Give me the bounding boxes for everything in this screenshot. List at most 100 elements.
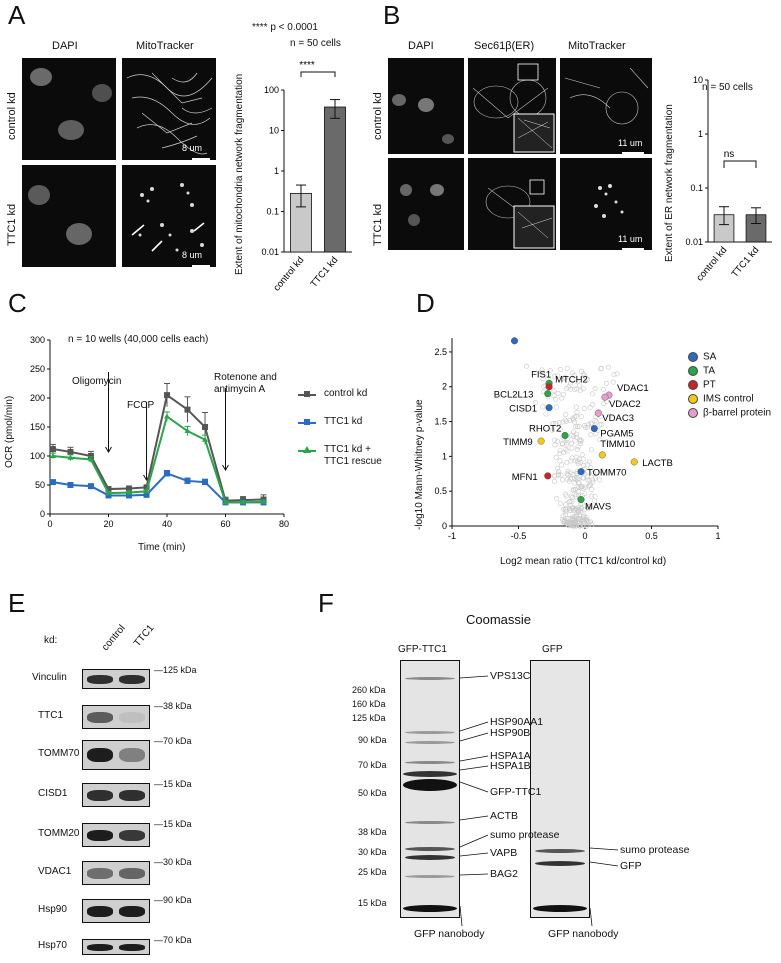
scatter-background-point — [570, 516, 576, 522]
scatter-background-point — [567, 476, 573, 482]
scatter-label-cisd1: CISD1 — [509, 404, 537, 415]
chart-c-point — [164, 413, 170, 419]
scatter-background-point — [590, 477, 596, 483]
chart-d-xtick-label: -1 — [448, 531, 456, 541]
scatter-label-timm9: TIMM9 — [503, 437, 533, 448]
blot-mw-marker: —125 kDa — [154, 665, 197, 675]
scatter-background-point — [589, 522, 595, 528]
scatter-background-point — [576, 513, 582, 519]
annotation-oligomycin: Oligomycin — [72, 376, 122, 387]
scatter-point-tomm20 — [511, 337, 519, 345]
blot-band — [119, 905, 145, 917]
panel-a-n: n = 50 cells — [290, 38, 341, 49]
chart-d-ytick-label: 1 — [442, 451, 447, 461]
chart-a-ytick-label: 0.01 — [261, 247, 279, 257]
panel-b-col-sec61: Sec61β(ER) — [474, 40, 535, 52]
scatter-point-timm10 — [598, 451, 606, 459]
scatter-background-point — [558, 472, 564, 478]
gel-ladder-label: 260 kDa — [352, 685, 386, 695]
panel-b-col-dapi: DAPI — [408, 40, 434, 52]
gel-band-label: HSP90AA1 — [490, 716, 544, 728]
scatter-background-point — [584, 424, 590, 430]
chart-c-point — [184, 406, 191, 413]
gel-arrow — [459, 755, 489, 762]
scatter-background-point — [581, 372, 587, 378]
blot-label-hsp70: Hsp70 — [38, 940, 67, 951]
annotation-rotenone: Rotenone and — [214, 372, 277, 383]
gel-ladder-label: 125 kDa — [352, 713, 386, 723]
scatter-background-point — [592, 418, 598, 424]
gel-band-label: GFP — [620, 860, 642, 872]
scatter-background-point — [555, 438, 561, 444]
chart-c-point — [143, 491, 150, 498]
panel-a-letter: A — [8, 0, 26, 30]
chart-d-xtick-label: 1 — [715, 531, 720, 541]
gel-arrow — [459, 765, 489, 771]
scatter-point-mtch2 — [545, 383, 553, 391]
scatter-background-point — [551, 393, 557, 399]
blot-label-ttc1: TTC1 — [38, 710, 63, 721]
scatter-background-point — [576, 488, 582, 494]
scatter-background-point — [557, 450, 563, 456]
scatter-label-tomm70: TOMM70 — [587, 468, 626, 479]
scalebar-b-2-label: 11 um — [618, 234, 643, 244]
annotation-fccp: FCCP — [127, 400, 155, 411]
chart-c-ytick-label: 200 — [30, 393, 45, 403]
scatter-background-point — [538, 369, 544, 375]
annotation-antimycin: antimycin A — [214, 384, 266, 395]
scatter-point-vdac2 — [601, 393, 609, 401]
scatter-background-point — [576, 383, 582, 389]
scalebar-b-1-label: 11 um — [618, 138, 643, 148]
scatter-background-point — [572, 506, 578, 512]
legend-d-marker — [688, 365, 698, 376]
scatter-background-point — [575, 444, 581, 450]
scatter-background-point — [560, 513, 566, 519]
scatter-point-mavs — [577, 496, 585, 504]
scatter-background-point — [557, 458, 563, 464]
gel-arrow — [459, 852, 489, 857]
chart-d-ytick-label: 0.5 — [434, 486, 447, 496]
chart-b-ytick-label: 1 — [698, 129, 703, 139]
scatter-background-point — [590, 402, 596, 408]
panel-f-lane1: GFP-TTC1 — [398, 644, 447, 655]
scatter-background-point — [600, 386, 606, 392]
blot-label-tomm20: TOMM20 — [38, 828, 80, 839]
legend-d: SA TA PT IMS control β-barrel protein — [688, 348, 780, 428]
gel-arrow — [459, 834, 489, 848]
scatter-background-point — [563, 502, 569, 508]
scatter-label-mavs: MAVS — [585, 502, 611, 513]
panel-a-pvalue: **** p < 0.0001 — [252, 22, 318, 33]
scatter-background-point — [580, 371, 586, 377]
scatter-background-point — [577, 441, 583, 447]
blot-band — [119, 711, 145, 723]
blot-band — [119, 789, 145, 801]
scatter-background-point — [581, 507, 587, 513]
scatter-background-point — [588, 447, 594, 453]
gel-band-label: BAG2 — [490, 868, 519, 880]
blot-band — [87, 829, 113, 841]
chart-c-point — [184, 477, 191, 484]
western-blot: Vinculin —125 kDa TTC1 —38 kDa TOMM70 —70 kDa… — [0, 0, 230, 963]
scalebar-a-2 — [192, 265, 210, 267]
chart-c-series-line — [52, 414, 264, 504]
chart-c-point — [260, 498, 267, 504]
blot-mw-marker: —30 kDa — [154, 857, 192, 867]
gel-ladder-label: 15 kDa — [358, 898, 387, 908]
scatter-background-point — [564, 441, 570, 447]
scatter-background-point — [543, 411, 549, 417]
scatter-background-point — [592, 498, 598, 504]
legend-d-label: TA — [703, 365, 716, 377]
scatter-background-point — [572, 480, 578, 486]
blot-label-tomm70: TOMM70 — [38, 748, 80, 759]
legend-d-item: SA — [688, 348, 716, 362]
legend-d-item: IMS control — [688, 390, 754, 404]
blot-mw-marker: —90 kDa — [154, 895, 192, 905]
scatter-background-point — [560, 477, 566, 483]
chart-b-ytick-label: 0.1 — [690, 183, 703, 193]
scatter-point-bcl2l13 — [544, 390, 552, 398]
scatter-background-point — [557, 500, 563, 506]
blot-band — [87, 943, 113, 951]
scatter-background-point — [580, 456, 586, 462]
blot-band — [87, 674, 113, 684]
